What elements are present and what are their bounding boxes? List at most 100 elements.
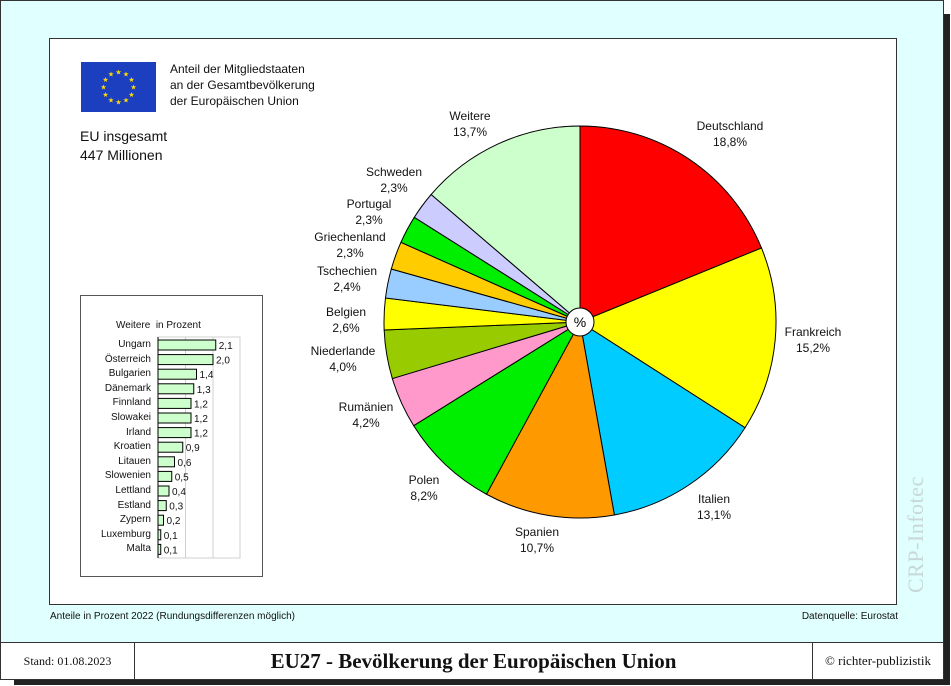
pie-label: Rumänien 4,2% — [339, 399, 394, 431]
pie-label-value: 2,3% — [355, 213, 383, 227]
pie-label-name: Belgien — [325, 305, 367, 319]
frame-shadow-bottom — [14, 680, 950, 685]
flag-star-icon: ★ — [115, 99, 121, 107]
eu-total-label: EU insgesamt — [80, 128, 168, 144]
pie-label: Niederlande 4,0% — [311, 343, 376, 375]
pie-label-name: Portugal — [346, 197, 392, 211]
pie-slice-frankreich — [578, 247, 777, 429]
bar-value-label: 0,6 — [178, 458, 192, 469]
eu-flag-icon: ★ ★ ★ ★ ★ ★ ★ ★ ★ ★ ★ ★ — [81, 62, 156, 112]
bar-category-label: Slowenien — [104, 470, 151, 482]
pie-label-value: 13,7% — [452, 125, 488, 139]
footnote-source: Datenquelle: Eurostat — [801, 611, 898, 622]
bar-value-label: 1,3 — [197, 385, 211, 396]
bar-value-label: 2,1 — [219, 341, 233, 352]
pie-label-value: 13,1% — [696, 508, 732, 522]
pie-label-value: 2,3% — [380, 181, 408, 195]
pie-label-value: 2,4% — [333, 280, 361, 294]
bar-value-label: 0,1 — [164, 531, 178, 542]
intro-line: der Europäischen Union — [170, 94, 299, 108]
pie-slice-italien — [579, 320, 746, 516]
bar-value-label: 0,1 — [164, 545, 178, 556]
flag-star-icon: ★ — [102, 91, 108, 99]
flag-star-icon: ★ — [108, 96, 114, 104]
pie-label: Weitere 13,7% — [449, 108, 490, 140]
eu-total: EU insgesamt 447 Millionen — [80, 127, 167, 165]
bar-value-label: 1,4 — [200, 370, 214, 381]
pie-label-name: Polen — [408, 473, 440, 487]
bar-value-label: 1,2 — [194, 414, 208, 425]
pie-label-name: Rumänien — [338, 400, 394, 414]
pie-label: Italien 13,1% — [697, 491, 731, 523]
bar-value-label: 0,9 — [186, 443, 200, 454]
pie-label-value: 2,3% — [336, 246, 364, 260]
frame-shadow-right — [944, 14, 950, 682]
pie-slice-polen — [412, 320, 582, 495]
stand-date: Stand: 01.08.2023 — [1, 643, 135, 679]
pie-label-name: Griechenland — [314, 230, 386, 244]
bar-category-label: Lettland — [115, 485, 151, 496]
pie-label: Portugal 2,3% — [347, 196, 392, 228]
bar-category-label: Estland — [117, 499, 151, 511]
bar-category-label: Irland — [125, 426, 151, 438]
chart-intro: Anteil der Mitgliedstaaten an der Gesamt… — [170, 61, 315, 109]
bar-category-label: Zypern — [119, 514, 151, 526]
intro-line: Anteil der Mitgliedstaaten — [170, 62, 305, 76]
bar-category-label: Bulgarien — [108, 368, 151, 380]
bar-category-label: Slowakei — [110, 412, 151, 423]
pie-label-name: Italien — [697, 492, 731, 506]
flag-star-icon: ★ — [128, 76, 134, 84]
pie-label-name: Schweden — [365, 165, 423, 179]
pie-label: Frankreich 15,2% — [785, 324, 842, 356]
pie-slice-weitere — [430, 125, 581, 324]
pie-label-name: Weitere — [449, 109, 491, 123]
flag-star-icon: ★ — [102, 76, 108, 84]
eu-total-value: 447 Millionen — [80, 147, 163, 163]
flag-star-icon: ★ — [123, 71, 129, 79]
pie-label-value: 10,7% — [519, 541, 555, 555]
bar-category-label: Österreich — [104, 353, 151, 365]
bar-category-label: Kroatien — [113, 441, 151, 453]
bar-category-label: Ungarn — [118, 339, 151, 350]
pie-label: Belgien 2,6% — [326, 304, 366, 336]
bar-value-label: 0,3 — [169, 502, 183, 513]
pie-label-value: 2,6% — [332, 321, 360, 335]
bar-value-label: 1,2 — [194, 399, 208, 410]
pie-center-label: % — [574, 314, 586, 330]
pie-label: Griechenland 2,3% — [314, 229, 385, 261]
flag-star-icon: ★ — [115, 69, 121, 77]
bar-value-label: 1,2 — [194, 429, 208, 440]
pie-label: Spanien 10,7% — [515, 524, 559, 556]
flag-star-icon: ★ — [128, 91, 134, 99]
weitere-box-title: Weitere in Prozent — [116, 320, 201, 331]
pie-center-circle — [565, 307, 595, 337]
pie-label: Deutschland 18,8% — [697, 118, 764, 150]
flag-star-icon: ★ — [130, 84, 136, 92]
pie-label-name: Niederlande — [310, 344, 376, 358]
bar-category-label: Dänemark — [104, 382, 151, 394]
bar-value-label: 0,5 — [175, 472, 189, 483]
copyright: © richter-publizistik — [824, 653, 931, 668]
bar-category-label: Luxemburg — [100, 528, 151, 540]
bar-value-label: 0,4 — [172, 487, 186, 498]
watermark: CRP-Infotec — [903, 476, 928, 594]
flag-star-icon: ★ — [123, 96, 129, 104]
pie-label-value: 4,0% — [329, 360, 357, 374]
pie-label-name: Tschechien — [316, 264, 378, 278]
pie-label-value: 8,2% — [410, 489, 438, 503]
footnote-rounding: Anteile in Prozent 2022 (Rundungsdiffere… — [50, 611, 295, 622]
pie-label: Tschechien 2,4% — [317, 263, 377, 295]
pie-label-value: 18,8% — [712, 135, 748, 149]
bar-value-label: 2,0 — [216, 356, 230, 367]
page-title: EU27 - Bevölkerung der Europäischen Unio… — [135, 643, 813, 679]
pie-label-value: 4,2% — [352, 416, 380, 430]
pie-label-name: Deutschland — [696, 119, 764, 133]
pie-slice-deutschland — [579, 125, 763, 323]
pie-label: Schweden 2,3% — [366, 164, 422, 196]
bar-category-label: Finnland — [112, 397, 151, 409]
flag-star-icon: ★ — [100, 84, 106, 92]
intro-line: an der Gesamtbevölkerung — [170, 78, 315, 92]
bar-category-label: Malta — [126, 543, 151, 555]
